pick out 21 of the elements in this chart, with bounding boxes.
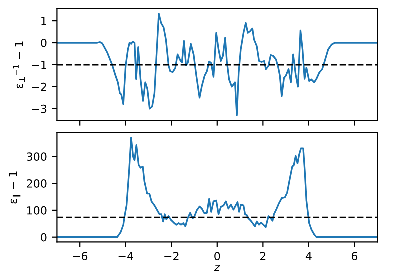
y-axis-title: ε$_{∥}$ − 1 (9, 172, 21, 204)
x-tick-label: 6 (352, 252, 358, 261)
x-tick-label: −4 (118, 252, 134, 260)
y-tick-label: 300 (27, 152, 47, 162)
x-tick-label: −6 (73, 252, 88, 261)
y-tick-label: −2 (32, 82, 46, 92)
y-tick-label: 1 (42, 17, 46, 26)
x-tick-label: 2 (260, 252, 266, 260)
y-tick-label: −1 (32, 61, 46, 70)
y-tick-label: 0 (41, 38, 47, 48)
x-tick-label: 4 (306, 252, 312, 260)
line-series (57, 137, 378, 238)
x-axis-title: z (214, 265, 221, 272)
x-tick-label: 0 (214, 252, 220, 261)
y-axis-title: ε$_{⊥}$$^{−1}$ − 1 (13, 42, 25, 89)
x-tick-label: −2 (164, 252, 179, 260)
y-tick-label: −3 (32, 104, 47, 114)
y-tick-label: 200 (27, 180, 47, 188)
y-tick-label: 0 (41, 233, 47, 242)
line-series (57, 12, 378, 116)
y-tick-label: 100 (27, 206, 47, 215)
